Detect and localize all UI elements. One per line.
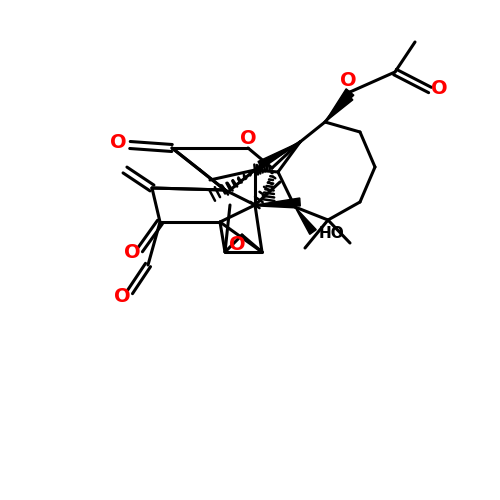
Polygon shape [295, 207, 316, 234]
Text: O: O [228, 236, 246, 255]
Text: O: O [124, 244, 140, 262]
Text: O: O [114, 286, 130, 306]
Text: O: O [110, 134, 126, 152]
Polygon shape [258, 142, 300, 169]
Polygon shape [325, 94, 353, 122]
Polygon shape [325, 89, 354, 122]
Text: O: O [430, 78, 448, 98]
Text: O: O [240, 128, 256, 148]
Text: HO: HO [318, 226, 344, 242]
Text: O: O [340, 72, 356, 90]
Polygon shape [255, 198, 300, 206]
